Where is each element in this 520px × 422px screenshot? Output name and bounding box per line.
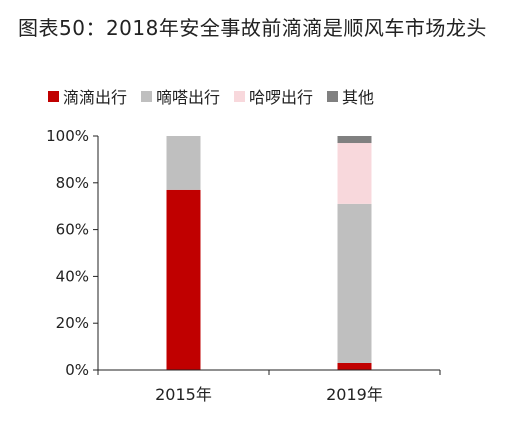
x-axis: 2015年 2019年 xyxy=(97,369,441,404)
bars xyxy=(166,136,372,370)
legend-label-didi: 滴滴出行 xyxy=(63,88,128,107)
chart-legend: 滴滴出行 嘀嗒出行 哈啰出行 其他 xyxy=(48,84,374,108)
legend-label-dida: 嘀嗒出行 xyxy=(156,88,221,107)
bar-segment-嘀嗒出行-2019年 xyxy=(337,203,372,363)
legend-item-didi: 滴滴出行 xyxy=(48,84,127,108)
page-title: 图表50：2018年安全事故前滴滴是顺风车市场龙头 xyxy=(18,16,487,40)
legend-item-other: 其他 xyxy=(327,84,374,108)
y-tick-label: 40% xyxy=(56,267,89,285)
y-tick-label: 80% xyxy=(56,174,89,192)
legend-item-hello: 哈啰出行 xyxy=(234,84,313,108)
y-tick-label: 20% xyxy=(56,314,89,332)
bar-segment-滴滴出行-2019年 xyxy=(337,362,372,370)
bar-segment-嘀嗒出行-2015年 xyxy=(166,136,201,190)
legend-swatch-other xyxy=(327,90,339,102)
legend-swatch-hello xyxy=(234,90,246,102)
bar-segment-其他-2019年 xyxy=(337,136,372,144)
y-tick-label: 60% xyxy=(56,221,89,239)
x-tick-label: 2015年 xyxy=(155,385,212,404)
legend-item-dida: 嘀嗒出行 xyxy=(141,84,220,108)
x-tick-label: 2019年 xyxy=(326,385,383,404)
legend-swatch-didi xyxy=(48,90,59,102)
legend-label-other: 其他 xyxy=(342,88,375,107)
y-axis: 0% 20% 40% 60% 80% 100% xyxy=(46,127,99,379)
y-tick-label: 0% xyxy=(65,361,89,379)
y-tick-label: 100% xyxy=(46,127,89,145)
bar-segment-哈啰出行-2019年 xyxy=(337,143,372,204)
legend-swatch-dida xyxy=(141,90,153,102)
bar-segment-滴滴出行-2015年 xyxy=(166,189,201,370)
legend-label-hello: 哈啰出行 xyxy=(249,88,314,107)
